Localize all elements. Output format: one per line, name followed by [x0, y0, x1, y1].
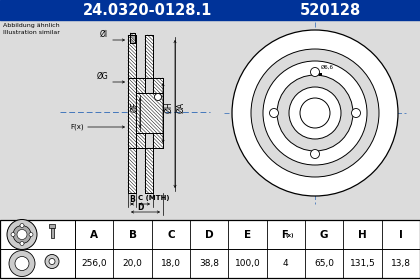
Circle shape [277, 75, 353, 151]
Text: Abbildung ähnlich: Abbildung ähnlich [3, 23, 60, 28]
Bar [136, 78, 145, 93]
Text: D: D [205, 230, 213, 239]
Bar [128, 148, 136, 193]
Text: 65,0: 65,0 [314, 259, 334, 268]
Text: 520128: 520128 [299, 3, 361, 18]
Circle shape [310, 67, 320, 76]
Text: A: A [90, 230, 98, 239]
Bar [136, 93, 163, 133]
Circle shape [263, 61, 367, 165]
Circle shape [310, 150, 320, 158]
Bar [136, 133, 145, 148]
Bar [153, 133, 163, 148]
Bar [153, 78, 163, 93]
Text: 13,8: 13,8 [391, 259, 411, 268]
Circle shape [289, 87, 341, 139]
Bar [153, 133, 163, 148]
Bar [130, 33, 135, 43]
Circle shape [251, 49, 379, 177]
Circle shape [352, 109, 360, 118]
Bar [145, 35, 153, 78]
Bar [145, 148, 153, 193]
Text: 38,8: 38,8 [199, 259, 219, 268]
Text: ØA: ØA [176, 101, 185, 113]
Text: ØH: ØH [164, 101, 173, 113]
Bar [136, 133, 145, 148]
Text: 4: 4 [283, 259, 289, 268]
Circle shape [29, 232, 33, 237]
Bar [0, 0, 420, 20]
Bar [319, 73, 322, 76]
Text: G: G [320, 230, 328, 239]
Text: F(x): F(x) [70, 124, 84, 130]
Bar [0, 220, 420, 278]
Bar [128, 35, 136, 78]
Text: ØG: ØG [96, 72, 108, 81]
Text: ØI: ØI [100, 30, 108, 39]
Circle shape [13, 225, 31, 244]
Text: C (MTH): C (MTH) [138, 195, 170, 201]
Text: 24.0320-0128.1: 24.0320-0128.1 [83, 3, 213, 18]
Text: I: I [399, 230, 403, 239]
Text: B: B [129, 230, 137, 239]
Circle shape [45, 255, 59, 269]
Bar [145, 35, 153, 78]
Bar [128, 78, 136, 148]
Bar [153, 78, 163, 93]
Circle shape [300, 98, 330, 128]
Text: ØE: ØE [130, 102, 139, 112]
Bar [128, 148, 136, 193]
Text: 131,5: 131,5 [349, 259, 375, 268]
Text: D: D [137, 203, 144, 212]
Text: B: B [129, 195, 135, 204]
Bar [50, 228, 53, 238]
Text: F: F [281, 230, 288, 239]
Text: Ate: Ate [303, 152, 347, 178]
Circle shape [20, 223, 24, 227]
Text: Ø6,6: Ø6,6 [321, 65, 334, 70]
Bar [136, 93, 163, 133]
Bar [128, 78, 136, 148]
Text: 256,0: 256,0 [81, 259, 107, 268]
Text: (x): (x) [285, 234, 294, 239]
Bar [136, 78, 145, 93]
Circle shape [11, 232, 15, 237]
Circle shape [15, 256, 29, 270]
Text: 100,0: 100,0 [235, 259, 260, 268]
Bar [0, 20, 420, 220]
Bar [128, 35, 136, 78]
Text: H: H [358, 230, 367, 239]
Text: Illustration similar: Illustration similar [3, 30, 60, 35]
Text: 20,0: 20,0 [123, 259, 142, 268]
Circle shape [232, 30, 398, 196]
Text: C: C [167, 230, 175, 239]
Circle shape [49, 258, 55, 265]
Circle shape [7, 220, 37, 249]
Circle shape [17, 230, 27, 239]
Circle shape [9, 251, 35, 276]
Bar [145, 148, 153, 193]
Bar [49, 224, 55, 228]
Circle shape [20, 241, 24, 246]
Circle shape [155, 94, 162, 101]
Circle shape [270, 109, 278, 118]
Text: E: E [244, 230, 251, 239]
Bar [130, 33, 135, 43]
Text: 18,0: 18,0 [161, 259, 181, 268]
